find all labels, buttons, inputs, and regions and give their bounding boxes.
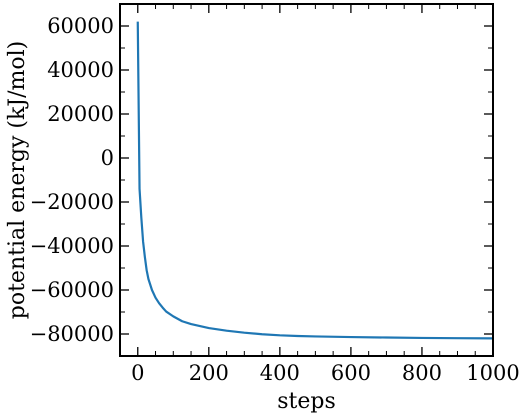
y-tick-label: −20000 (30, 190, 114, 214)
x-tick-label: 600 (331, 361, 371, 385)
y-tick-label: 40000 (47, 58, 114, 82)
x-tick-label: 0 (131, 361, 144, 385)
x-tick-label: 1000 (466, 361, 519, 385)
plot-frame (119, 3, 494, 357)
y-tick-label: 60000 (47, 14, 114, 38)
series-line-0 (136, 21, 494, 340)
x-axis-label: steps (277, 389, 336, 414)
axis-ticks: 0 200 400 600 800 1000 −80000 −60000 −40000 −2000… (30, 3, 520, 385)
plot-area (136, 21, 494, 340)
x-tick-label: 200 (189, 361, 229, 385)
y-tick-label: −40000 (30, 234, 114, 258)
x-tick-label: 400 (260, 361, 300, 385)
y-tick-label: −80000 (30, 322, 114, 346)
y-axis-label: potential energy (kJ/mol) (5, 41, 30, 319)
y-tick-label: 0 (101, 146, 114, 170)
y-tick-label: −60000 (30, 278, 114, 302)
y-tick-label: 20000 (47, 102, 114, 126)
x-tick-label: 800 (402, 361, 442, 385)
